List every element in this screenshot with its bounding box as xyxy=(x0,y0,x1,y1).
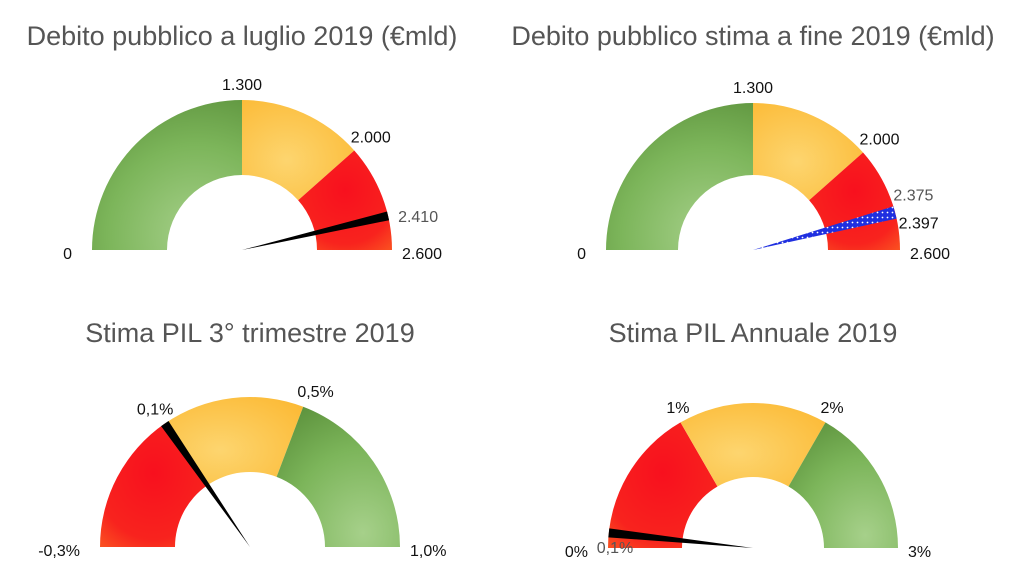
tick-label: -0,3% xyxy=(38,543,80,560)
gauge-band xyxy=(606,103,753,250)
gauge-band xyxy=(242,100,355,201)
needle-value-label: 2.410 xyxy=(398,209,438,226)
gauge-title: Debito pubblico stima a fine 2019 (€mld) xyxy=(511,21,994,51)
tick-label: 0,5% xyxy=(297,384,333,401)
gauge-band xyxy=(608,422,718,548)
gauge-4: Stima PIL Annuale 2019 0% 1% 2% 3% 0,1% xyxy=(565,318,931,561)
gauge-3: Stima PIL 3° trimestre 2019 -0,3% 0,1% 0,5%… xyxy=(38,318,446,560)
gauge-band xyxy=(164,397,304,486)
tick-label: 2% xyxy=(821,400,844,417)
gauge-band xyxy=(788,422,898,548)
gauge-band xyxy=(680,403,826,487)
gauge-band xyxy=(753,103,864,201)
range-from-label: 2.375 xyxy=(893,187,933,204)
tick-label: 2.600 xyxy=(402,246,442,263)
tick-label: 1,0% xyxy=(410,543,446,560)
gauge-needle xyxy=(242,211,390,250)
gauge-2: Debito pubblico stima a fine 2019 (€mld)… xyxy=(511,21,994,263)
gauge-band xyxy=(276,406,400,547)
range-to-label: 2.397 xyxy=(899,216,939,233)
tick-label: 2.600 xyxy=(910,246,950,263)
tick-label: 1.300 xyxy=(222,77,262,94)
tick-label: 0 xyxy=(63,246,72,263)
tick-label: 2.000 xyxy=(351,130,391,147)
gauge-band xyxy=(92,100,242,250)
tick-label: 0 xyxy=(577,246,586,263)
tick-label: 0,1% xyxy=(137,402,173,419)
gauge-band xyxy=(298,150,392,250)
tick-label: 2.000 xyxy=(860,132,900,149)
gauge-title: Debito pubblico a luglio 2019 (€mld) xyxy=(27,21,458,51)
gauge-title: Stima PIL 3° trimestre 2019 xyxy=(85,318,414,348)
gauge-needle xyxy=(608,528,753,548)
needle-value-label: 0,1% xyxy=(597,540,633,557)
tick-label: 3% xyxy=(908,544,931,561)
estimate-range-wedge xyxy=(753,206,897,250)
gauge-needle xyxy=(161,420,250,547)
gauge-1: Debito pubblico a luglio 2019 (€mld) 0 1.3… xyxy=(27,21,458,263)
tick-label: 1% xyxy=(666,400,689,417)
gauge-title: Stima PIL Annuale 2019 xyxy=(609,318,898,348)
tick-label: 0% xyxy=(565,544,588,561)
gauge-band xyxy=(100,423,208,547)
tick-label: 1.300 xyxy=(733,80,773,97)
